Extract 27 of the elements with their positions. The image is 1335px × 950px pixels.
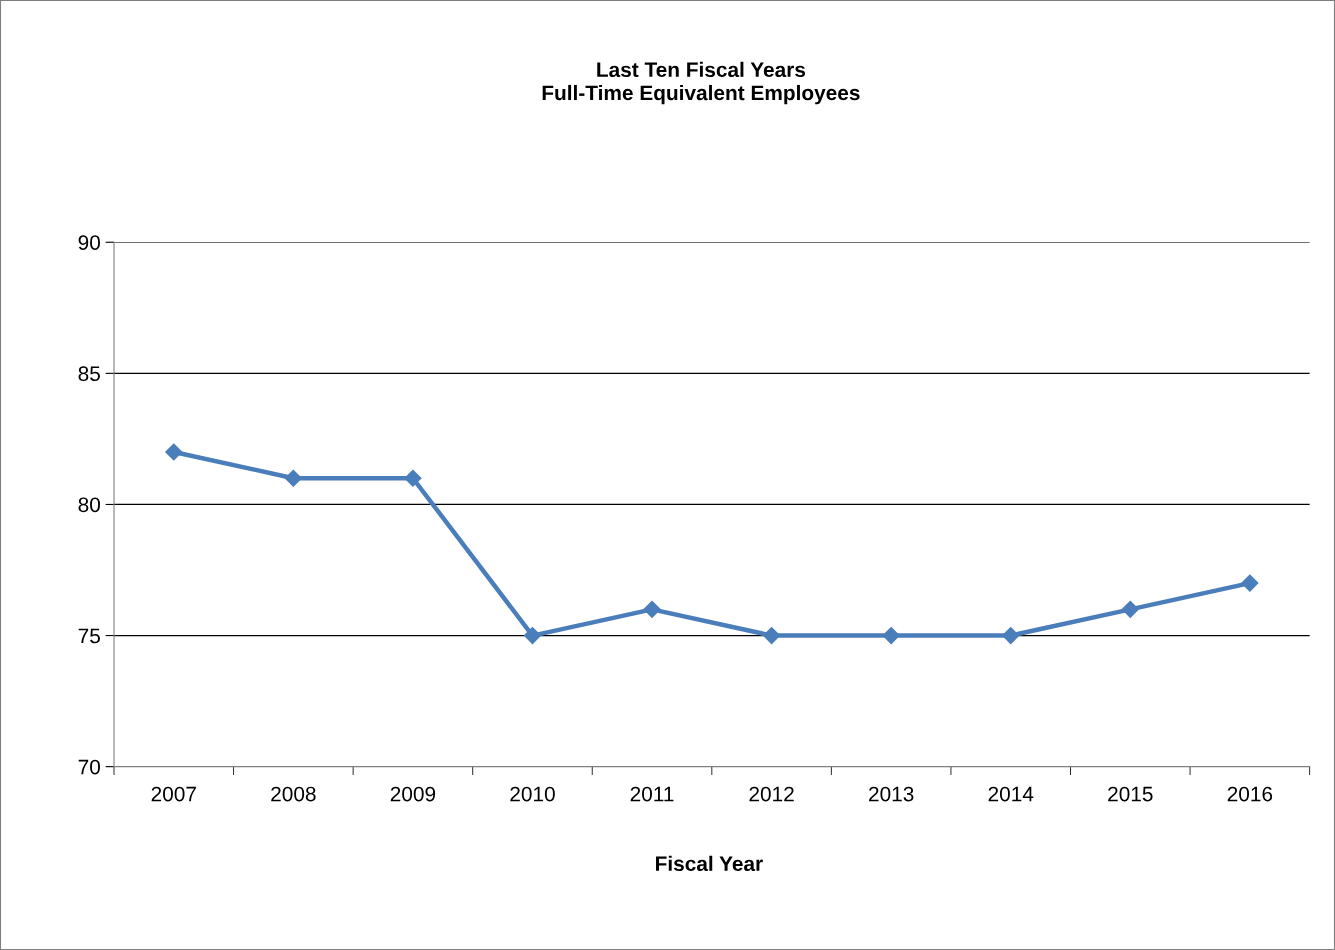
point (523, 626, 542, 645)
point (284, 469, 302, 487)
y-tick-label: 75 (78, 628, 100, 644)
y-tick-label: 70 (78, 759, 100, 775)
point (882, 626, 900, 645)
x-tick-label: 2014 (988, 786, 1034, 802)
y-tick-label: 85 (78, 366, 100, 382)
y-tick-label: 80 (78, 497, 100, 513)
x-tick-label: 2016 (1227, 786, 1273, 802)
x-tick-label: 2008 (271, 786, 316, 802)
point (404, 469, 422, 487)
x-tick-label: 2011 (630, 786, 674, 802)
x-tick-label: 2015 (1108, 786, 1153, 802)
x-tick-label: 2010 (510, 786, 555, 802)
point (165, 443, 183, 461)
point (1241, 574, 1259, 592)
x-tick-label: 2013 (869, 786, 914, 802)
point (643, 600, 661, 618)
x-axis-title: Fiscal Year (656, 855, 763, 872)
point (1002, 626, 1020, 645)
x-tick-label: 2012 (749, 786, 794, 802)
point (763, 626, 781, 645)
x-tick-label: 2007 (151, 786, 196, 802)
point (1121, 600, 1139, 618)
chart-title: Last Ten Fiscal Years Full-Time Equivalent Employees (542, 61, 860, 105)
x-tick-label: 2009 (390, 786, 436, 802)
y-tick-label: 90 (78, 235, 100, 250)
